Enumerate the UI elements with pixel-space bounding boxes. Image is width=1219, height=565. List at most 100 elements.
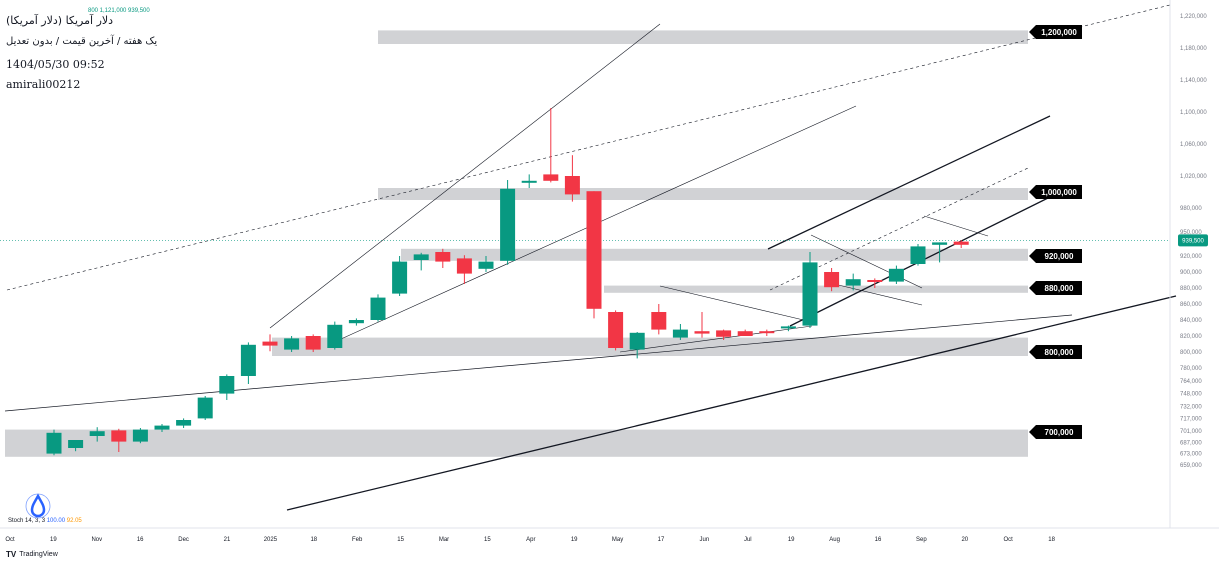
x-tick-label-5: 21 [224,537,231,543]
tradingview-logo[interactable]: TV TradingView [6,550,58,559]
x-tick-label-12: Apr [526,537,535,543]
time-axis[interactable]: Oct 19 Nov 16 Dec 21 2025 18 Feb 15 Mar 15 Apr 19 May 1… [0,527,1219,543]
candle-0 [46,429,62,456]
candle-6 [176,418,192,428]
svg-text:800,000: 800,000 [1045,348,1074,357]
candle-27 [629,332,645,359]
ohlc-text: 800 1,121,000 939,500 [88,8,150,14]
y-tick-label-2: 1,140,000 [1180,78,1207,84]
y-tick-label-9: 900,000 [1180,270,1202,276]
level-labels: 1,200,000 1,000,000 920,000 880,000 800,000 7… [1029,25,1082,439]
support-resistance-zones [5,30,1028,457]
level-label-1: 1,000,000 [1029,185,1082,199]
price-axis[interactable]: 1,220,000 1,180,000 1,140,000 1,100,000 1,06… [1169,0,1207,528]
x-tick-label-22: 20 [961,537,968,543]
x-tick-label-16: Jun [700,537,710,543]
author-username: amirali00212 [6,78,81,91]
svg-text:700,000: 700,000 [1045,428,1074,437]
candle-9 [240,342,256,384]
tradingview-mark-icon: TV [6,550,17,559]
candlesticks [46,108,969,456]
y-tick-label-18: 732,000 [1180,404,1202,410]
candle-8 [219,374,235,400]
y-tick-label-21: 687,000 [1180,440,1202,446]
indicator-label: Stoch [8,518,24,524]
candle-23 [543,108,559,183]
x-tick-label-20: 16 [875,537,882,543]
tradingview-logo-text: TradingView [19,551,58,558]
wedge-top [659,285,813,323]
candle-19 [456,255,472,284]
candle-5 [154,424,170,432]
y-tick-label-6: 980,000 [1180,206,1202,212]
level-label-2: 920,000 [1029,249,1082,263]
x-tick-label-17: Jul [744,537,752,543]
x-tick-label-7: 18 [310,537,317,543]
candle-12 [305,334,321,352]
x-tick-label-9: 15 [397,537,404,543]
trend-line-dashed-upper [6,4,1171,291]
candle-22 [521,174,537,188]
candle-39 [888,265,904,284]
candle-29 [672,324,688,340]
wedge3-top [923,215,989,237]
y-tick-label-22: 673,000 [1180,452,1202,458]
y-tick-label-8: 920,000 [1180,254,1202,260]
trend-line-main-support [286,295,1177,511]
level-label-3: 880,000 [1029,281,1082,295]
zone-5 [5,429,1028,457]
y-tick-label-7: 950,000 [1180,230,1202,236]
y-tick-label-5: 1,020,000 [1180,174,1207,180]
y-tick-label-14: 800,000 [1180,350,1202,356]
x-tick-label-24: 18 [1048,537,1055,543]
x-tick-label-2: Nov [91,537,102,543]
y-tick-label-15: 780,000 [1180,366,1202,372]
candle-16 [392,256,408,296]
svg-text:1,000,000: 1,000,000 [1041,188,1077,197]
x-tick-label-15: 17 [658,537,665,543]
candle-21 [500,180,516,265]
svg-text:1,200,000: 1,200,000 [1041,28,1077,37]
current-price-tag: 939,500 [1178,234,1208,247]
candle-30 [694,312,710,338]
candle-26 [608,310,624,351]
candle-4 [132,428,148,444]
y-tick-label-12: 840,000 [1180,318,1202,324]
x-tick-label-3: 16 [137,537,144,543]
y-tick-label-23: 659,000 [1180,463,1202,469]
svg-text:920,000: 920,000 [1045,252,1074,261]
stoch-indicator-legend[interactable]: Stoch 14, 3, 3 100.00 92.05 [8,518,82,524]
trend-lines [4,4,1177,511]
candle-13 [327,321,343,350]
chart-date: 1404/05/30 09:52 [6,58,105,71]
candle-31 [716,329,732,340]
wedge-bottom [619,325,813,353]
y-tick-label-4: 1,060,000 [1180,142,1207,148]
y-tick-label-0: 1,220,000 [1180,14,1207,20]
candle-28 [651,304,667,335]
candle-7 [197,396,213,420]
x-tick-label-18: 19 [788,537,795,543]
y-tick-label-10: 880,000 [1180,286,1202,292]
x-tick-label-21: Sep [916,537,927,543]
x-tick-label-19: Aug [829,537,840,543]
candle-36 [824,268,840,292]
candle-33 [759,329,775,336]
y-tick-label-19: 717,000 [1180,416,1202,422]
candle-24 [564,155,580,202]
candle-1 [68,440,84,452]
level-label-0: 1,200,000 [1029,25,1082,39]
x-tick-label-13: 19 [571,537,578,543]
candle-14 [348,318,364,326]
zone-2 [401,248,1028,261]
x-tick-label-1: 19 [50,537,57,543]
x-tick-label-6: 2025 [264,537,278,543]
drop-watermark-icon [25,493,51,519]
candle-2 [89,427,105,442]
candle-11 [284,336,300,352]
y-tick-label-16: 764,000 [1180,379,1202,385]
indicator-value-k: 100.00 [46,518,66,524]
zone-1 [378,188,1028,200]
candle-3 [111,428,127,452]
